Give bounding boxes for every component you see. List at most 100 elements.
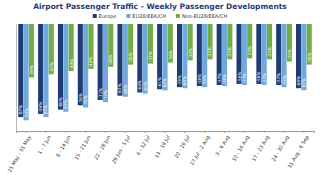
bar (262, 24, 267, 85)
data-label: -38% (128, 52, 133, 63)
x-tick: 15 - 21 Jun (73, 131, 92, 161)
data-labels: -87%-84%-80%-76%-71%-67%-64%-61%-59%-58%… (18, 46, 311, 119)
data-label: -62% (162, 78, 167, 89)
bar (123, 24, 128, 97)
data-label: -32% (247, 46, 252, 57)
legend-label: Non-EU28/EEA/CH (182, 13, 228, 19)
bar (117, 24, 122, 96)
bar (197, 24, 202, 86)
data-label: -84% (38, 102, 43, 113)
x-tick-mark (105, 131, 106, 133)
x-tick: 3 - 9 Aug (214, 131, 231, 157)
bar (227, 24, 232, 59)
legend-label: Europe (99, 13, 117, 20)
bar (247, 24, 252, 58)
bar (128, 24, 133, 65)
x-tick-label: 24 - 30 Aug (270, 134, 291, 163)
bar (137, 24, 142, 92)
data-label: -57% (262, 73, 267, 84)
data-label: -64% (137, 80, 142, 91)
bar (58, 24, 63, 110)
x-tick-label: 1 - 7 Jun (36, 134, 52, 155)
x-tick-mark (204, 131, 205, 133)
x-tick-mark (303, 131, 304, 133)
x-tick-mark (145, 131, 146, 133)
data-label: -38% (307, 52, 312, 63)
data-label: -57% (242, 73, 247, 84)
data-label: -60% (182, 76, 187, 87)
bar (282, 24, 287, 87)
data-label: -82% (63, 99, 68, 110)
legend-swatch (93, 14, 97, 18)
data-label: -57% (217, 73, 222, 84)
data-label: -58% (197, 74, 202, 85)
y-axis (16, 25, 17, 132)
bar (69, 24, 74, 71)
bar (103, 24, 108, 102)
bar (108, 24, 113, 67)
bar (217, 24, 222, 85)
bar (63, 24, 68, 112)
bar (143, 24, 148, 94)
plot: -87%-84%-80%-76%-71%-67%-64%-61%-59%-58%… (6, 24, 314, 174)
x-tick-mark (165, 131, 166, 133)
data-label: -56% (256, 72, 261, 83)
x-tick: 31 Aug - 6 Sep (286, 131, 311, 170)
x-tick: 27 Jul - 2 Aug (189, 131, 212, 167)
x-tick-label: 22 - 28 Jun (93, 134, 112, 160)
x-axis: 25 May - 31 May1 - 7 Jun8 - 14 Jun15 - 2… (6, 131, 314, 174)
data-label: -65% (143, 81, 148, 92)
x-tick-label: 10 - 16 Aug (231, 134, 252, 163)
bar (307, 24, 312, 65)
x-tick-mark (45, 131, 46, 133)
legend-item: Non-EU28/EEA/CH (176, 13, 228, 19)
bar (177, 24, 182, 87)
data-label: -59% (202, 75, 207, 86)
legend-swatch (126, 14, 130, 18)
x-tick-label: 15 - 21 Jun (73, 134, 92, 160)
x-tick-mark (85, 131, 86, 133)
bar (276, 24, 281, 85)
bar (188, 24, 193, 60)
data-label: -35% (287, 49, 292, 60)
x-tick-mark (184, 131, 185, 133)
bar (242, 24, 247, 85)
x-tick: 10 - 16 Aug (231, 131, 252, 163)
bar (24, 24, 29, 120)
data-label: -61% (157, 77, 162, 88)
x-tick-label: 29 Jun - 5 Jul (110, 134, 131, 164)
data-label: -33% (267, 47, 272, 58)
x-tick-label: 20 - 26 Jul (173, 134, 191, 159)
x-tick: 20 - 26 Jul (173, 131, 191, 159)
x-tick-mark (26, 131, 27, 133)
data-label: -80% (58, 97, 63, 108)
data-label: -87% (43, 105, 48, 116)
x-tick-label: 6 - 12 Jul (135, 134, 151, 156)
data-label: -78% (83, 95, 88, 106)
x-tick-mark (264, 131, 265, 133)
x-tick-label: 3 - 9 Aug (214, 134, 231, 157)
bar (267, 24, 272, 59)
x-tick-label: 8 - 14 Jun (55, 134, 72, 158)
y-axis-line (16, 25, 17, 132)
data-label: -59% (282, 75, 287, 86)
x-tick: 8 - 14 Jun (55, 131, 72, 158)
chart-container: Airport Passenger Traffic - Weekly Passe… (0, 0, 320, 175)
bar (222, 24, 227, 86)
bar (182, 24, 187, 88)
data-label: -87% (18, 105, 23, 116)
x-tick-label: 31 Aug - 6 Sep (286, 134, 311, 169)
x-tick: 1 - 7 Jun (36, 131, 52, 155)
data-label: -33% (207, 47, 212, 58)
data-label: -33% (227, 47, 232, 58)
bar (202, 24, 207, 87)
x-tick-mark (125, 131, 126, 133)
bar (88, 24, 93, 69)
bar (162, 24, 167, 90)
x-axis-line (17, 132, 315, 134)
x-tick: 24 - 30 Aug (270, 131, 291, 163)
x-tick-label: 17 - 23 Aug (250, 134, 271, 163)
x-tick-label: 25 May - 31 May (6, 134, 33, 174)
bar (236, 24, 241, 84)
legend-item: Europe (93, 13, 117, 20)
